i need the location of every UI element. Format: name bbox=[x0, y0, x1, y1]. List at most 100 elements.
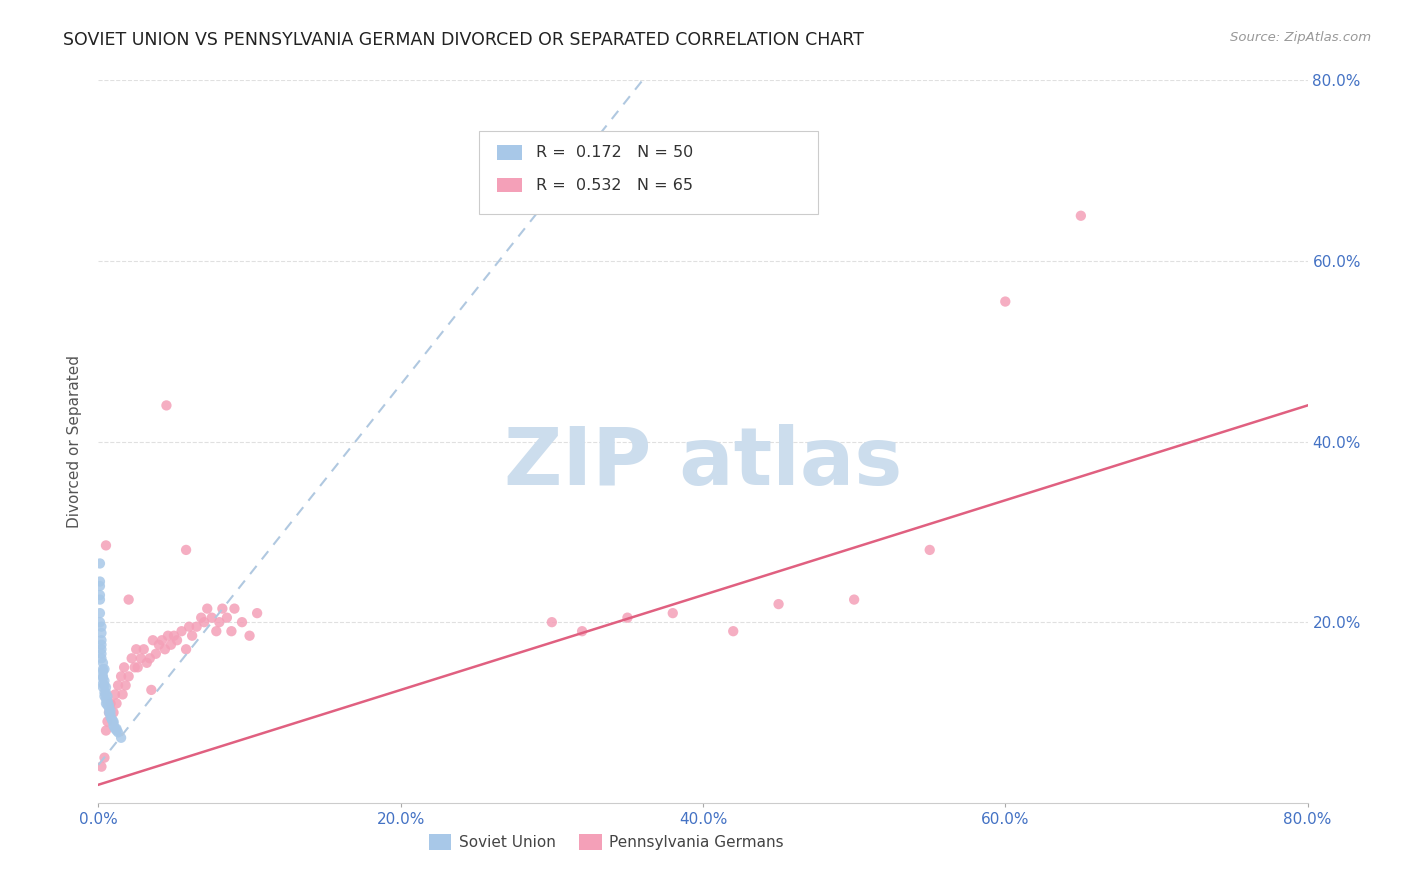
Point bbox=[96, 695, 118, 709]
Point bbox=[104, 722, 127, 736]
Point bbox=[100, 697, 122, 711]
Point bbox=[221, 624, 243, 639]
Point bbox=[90, 633, 112, 648]
Point bbox=[89, 606, 111, 620]
Point bbox=[93, 678, 115, 692]
Point bbox=[94, 685, 117, 699]
Point bbox=[103, 716, 125, 731]
Point bbox=[195, 601, 218, 615]
Point bbox=[94, 680, 117, 694]
Legend: Soviet Union, Pennsylvania Germans: Soviet Union, Pennsylvania Germans bbox=[422, 829, 790, 856]
Point bbox=[768, 597, 790, 611]
Point bbox=[193, 615, 215, 630]
Point bbox=[205, 624, 228, 639]
Point bbox=[91, 671, 114, 685]
Point bbox=[91, 680, 114, 694]
Point bbox=[844, 592, 866, 607]
Point bbox=[163, 629, 186, 643]
Point bbox=[91, 669, 114, 683]
Point bbox=[96, 695, 118, 709]
Point bbox=[190, 610, 212, 624]
Point bbox=[98, 698, 121, 713]
Point bbox=[107, 678, 129, 692]
Point bbox=[89, 557, 111, 571]
Point bbox=[170, 624, 193, 639]
Text: ZIP atlas: ZIP atlas bbox=[503, 425, 903, 502]
Point bbox=[118, 669, 141, 683]
Point bbox=[105, 722, 128, 736]
Point bbox=[661, 606, 683, 620]
Point bbox=[135, 656, 157, 670]
Point bbox=[98, 701, 121, 715]
Text: R =  0.532   N = 65: R = 0.532 N = 65 bbox=[536, 178, 693, 193]
Point bbox=[101, 713, 124, 727]
Point bbox=[148, 638, 170, 652]
Point bbox=[166, 633, 188, 648]
Point bbox=[141, 682, 163, 697]
Point bbox=[160, 638, 183, 652]
Point bbox=[145, 647, 167, 661]
Point bbox=[231, 615, 253, 630]
Point bbox=[224, 601, 246, 615]
Point bbox=[105, 723, 128, 738]
Point bbox=[153, 642, 176, 657]
Point bbox=[107, 725, 129, 739]
Point bbox=[89, 588, 111, 602]
Point bbox=[96, 698, 118, 713]
Point bbox=[124, 660, 146, 674]
Point bbox=[90, 620, 112, 634]
Point bbox=[103, 706, 125, 720]
Point bbox=[179, 620, 201, 634]
Point bbox=[105, 697, 128, 711]
Point bbox=[104, 687, 127, 701]
Point bbox=[91, 662, 114, 676]
Point bbox=[208, 615, 231, 630]
Point bbox=[89, 592, 111, 607]
Text: SOVIET UNION VS PENNSYLVANIA GERMAN DIVORCED OR SEPARATED CORRELATION CHART: SOVIET UNION VS PENNSYLVANIA GERMAN DIVO… bbox=[63, 31, 865, 49]
Point bbox=[103, 719, 125, 733]
Point bbox=[93, 673, 115, 688]
Point bbox=[186, 620, 208, 634]
Point bbox=[211, 601, 233, 615]
Point bbox=[98, 706, 121, 720]
Text: R =  0.172   N = 50: R = 0.172 N = 50 bbox=[536, 145, 693, 160]
Point bbox=[96, 690, 118, 704]
Point bbox=[89, 579, 111, 593]
Point bbox=[100, 707, 122, 722]
Y-axis label: Divorced or Separated: Divorced or Separated bbox=[67, 355, 83, 528]
Point bbox=[90, 638, 112, 652]
Point bbox=[918, 542, 941, 557]
Point bbox=[174, 542, 197, 557]
Point bbox=[246, 606, 269, 620]
Point bbox=[89, 615, 111, 630]
Point bbox=[110, 669, 132, 683]
Point bbox=[89, 574, 111, 589]
Point bbox=[132, 642, 155, 657]
Point bbox=[110, 731, 132, 745]
Point bbox=[156, 629, 179, 643]
Point bbox=[91, 665, 114, 679]
Point bbox=[215, 610, 238, 624]
Point bbox=[616, 610, 638, 624]
Point bbox=[94, 697, 117, 711]
Point bbox=[118, 592, 141, 607]
Point bbox=[94, 723, 117, 738]
Point bbox=[91, 676, 114, 690]
Point bbox=[142, 633, 165, 648]
Point bbox=[91, 656, 114, 670]
Point bbox=[98, 706, 121, 720]
Point bbox=[93, 662, 115, 676]
Bar bbox=[479, 131, 818, 214]
Point bbox=[201, 610, 224, 624]
Point bbox=[90, 651, 112, 665]
Point bbox=[94, 538, 117, 552]
Point bbox=[540, 615, 562, 630]
Point bbox=[155, 398, 177, 412]
Point bbox=[139, 651, 162, 665]
Point bbox=[90, 626, 112, 640]
Point bbox=[121, 651, 143, 665]
Point bbox=[90, 647, 112, 661]
Point bbox=[94, 692, 117, 706]
Point bbox=[125, 642, 148, 657]
Point bbox=[571, 624, 593, 639]
